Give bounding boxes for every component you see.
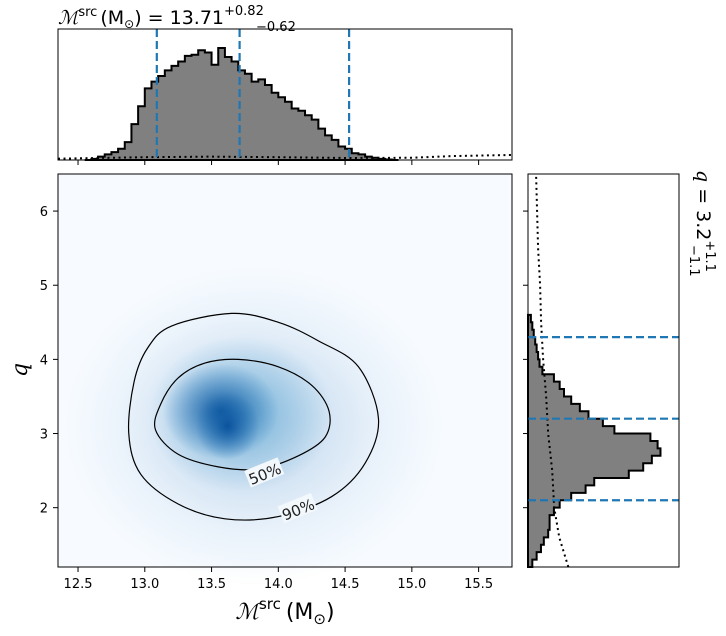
y-tick-label: 4 — [40, 353, 48, 368]
joint-density-panel: 50%90% 12.5 13.0 13.5 14.0 14.5 15.0 15.5 2345… — [8, 160, 513, 628]
xlabel-symbol: ℳ — [235, 600, 262, 625]
q-histogram — [527, 313, 662, 568]
right-histogram-panel: q = 3.2+1.1−1.1 — [523, 170, 717, 568]
xlabel-close: ) — [326, 600, 335, 625]
mc-minus-error: −0.62 — [256, 20, 296, 35]
q-quantile-lines — [528, 336, 679, 502]
top-panel-title: ℳsrc (M⊙) = 13.71+0.82 −0.62 — [58, 4, 296, 35]
x-tick-label: 14.0 — [264, 577, 293, 592]
y-axis-label: q — [8, 363, 33, 377]
x-tick-label: 12.5 — [64, 577, 93, 592]
title-sun: ⊙ — [124, 17, 134, 31]
x-axis-label: ℳsrc (M⊙) — [235, 595, 334, 628]
right-panel-ticks — [523, 210, 528, 509]
q-prior-curve — [535, 173, 570, 568]
x-tick-label: 14.5 — [331, 577, 360, 592]
y-tick-label: 2 — [40, 502, 48, 517]
q-plus-error: +1.1 — [702, 240, 717, 272]
xlabel-sup: src — [259, 595, 281, 613]
xlabel-sun: ⊙ — [313, 610, 326, 628]
y-tick-label: 3 — [40, 428, 48, 443]
q-title-eq: = — [692, 182, 714, 210]
title-unit: (M — [100, 7, 124, 29]
y-tick-label: 6 — [40, 205, 48, 220]
top-histogram-panel: ℳsrc (M⊙) = 13.71+0.82 −0.62 — [57, 4, 513, 161]
x-axis-ticks: 12.5 13.0 13.5 14.0 14.5 15.0 15.5 — [64, 160, 493, 592]
q-minus-error: −1.1 — [686, 245, 701, 277]
mc-plus-error: +0.82 — [224, 4, 264, 19]
title-close: ) = — [134, 7, 169, 29]
x-tick-label: 13.5 — [197, 577, 226, 592]
right-panel-title: q = 3.2+1.1−1.1 — [686, 170, 717, 277]
mc-quantile-lines — [155, 29, 351, 160]
q-title-symbol: q — [692, 170, 714, 182]
x-tick-label: 15.5 — [464, 577, 493, 592]
mc-prior-curve — [57, 153, 513, 160]
mc-median-value: 13.71 — [170, 7, 224, 29]
q-median-value: 3.2 — [692, 210, 714, 240]
x-tick-label: 15.0 — [397, 577, 426, 592]
y-axis-ticks: 2 3 4 5 6 — [40, 205, 58, 517]
y-tick-label: 5 — [40, 279, 48, 294]
x-tick-label: 13.0 — [130, 577, 159, 592]
xlabel-unit: (M — [286, 600, 314, 625]
mc-histogram — [84, 47, 399, 161]
title-symbol: ℳ — [58, 7, 81, 29]
density-map — [64, 266, 445, 587]
title-sup: src — [78, 5, 97, 20]
